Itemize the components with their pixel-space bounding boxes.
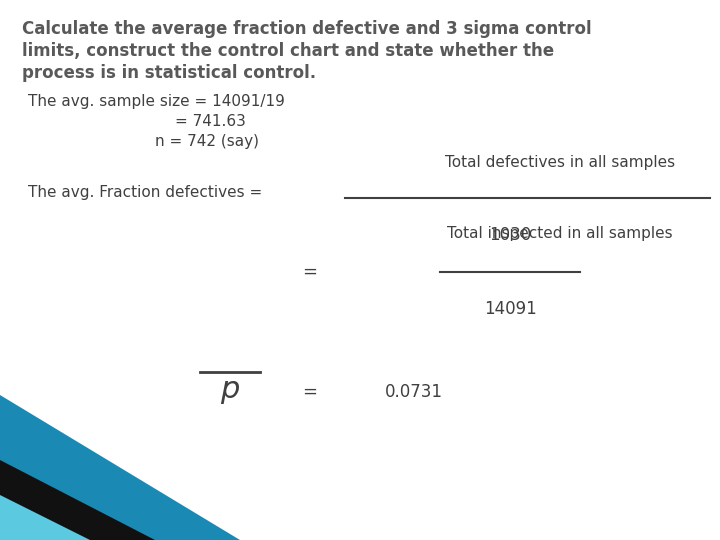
Polygon shape [0, 495, 90, 540]
Text: n = 742 (say): n = 742 (say) [155, 134, 259, 149]
Text: limits, construct the control chart and state whether the: limits, construct the control chart and … [22, 42, 554, 60]
Text: $p$: $p$ [220, 377, 240, 407]
Polygon shape [0, 395, 240, 540]
Text: process is in statistical control.: process is in statistical control. [22, 64, 316, 82]
Text: 0.0731: 0.0731 [385, 383, 443, 401]
Text: = 741.63: = 741.63 [175, 114, 246, 129]
Text: =: = [302, 383, 318, 401]
Text: 14091: 14091 [484, 300, 536, 318]
Text: The avg. sample size = 14091/19: The avg. sample size = 14091/19 [28, 94, 285, 109]
Polygon shape [0, 460, 155, 540]
Text: Calculate the average fraction defective and 3 sigma control: Calculate the average fraction defective… [22, 20, 592, 38]
Text: Total defectives in all samples: Total defectives in all samples [445, 155, 675, 170]
Text: Total inspected in all samples: Total inspected in all samples [447, 226, 672, 241]
Text: =: = [302, 263, 318, 281]
Text: The avg. Fraction defectives =: The avg. Fraction defectives = [28, 186, 262, 200]
Text: 1030: 1030 [489, 226, 531, 244]
